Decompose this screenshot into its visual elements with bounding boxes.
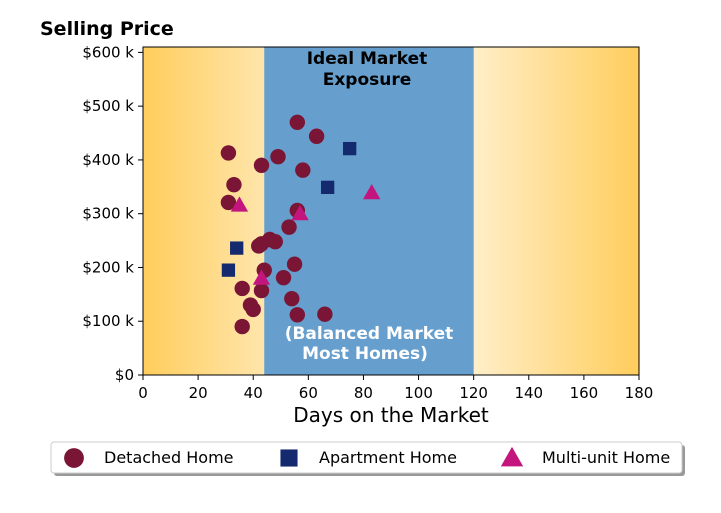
detached-home-point [289,307,306,323]
x-axis: 0 20 40 60 80 100 120 140 160 180 [138,375,653,402]
detached-home-point [253,157,270,173]
plot-frame [142,46,640,376]
detached-home-point [226,176,242,193]
y-tick-label: $200 k [82,258,134,276]
legend-apartment-home-label: Apartment Home [319,448,457,467]
x-tick-label: 20 [189,384,208,402]
band-title-line-1: Ideal Market [307,49,428,69]
detached-home-point [220,145,237,161]
band-subtitle-line-2: Most Homes) [302,344,428,364]
legend-multi-unit-home-label: Multi-unit Home [542,448,670,467]
detached-home-point [234,318,250,335]
detached-home-point [270,148,286,165]
y-tick-label: $600 k [82,43,134,61]
detached-home-point [308,128,325,144]
multi-unit-home-point [252,269,271,285]
y-tick-label: $100 k [82,312,134,330]
y-tick-label: $500 k [82,97,134,115]
chart-title: Selling Price [40,18,174,40]
y-tick-label: $400 k [82,151,134,169]
detached-home-point [253,282,270,299]
x-tick-label: 60 [299,384,318,402]
x-tick-label: 40 [244,384,263,402]
detached-home-point [286,256,303,272]
legend-apartment-home-marker [280,449,298,467]
detached-home-point [245,301,261,318]
detached-home-point [251,238,267,254]
x-tick-label: 160 [570,384,599,402]
detached-home-point [234,280,250,297]
x-tick-label: 100 [404,384,433,402]
detached-home-point [284,290,300,307]
x-tick-label: 180 [625,384,654,402]
y-tick-label: $0 [115,366,134,384]
legend-detached-home-label: Detached Home [104,448,234,467]
detached-home-point [289,114,306,130]
detached-home-point [281,219,297,235]
legend-detached-home-marker [64,448,84,468]
y-axis: $0 $100 k $200 k $300 k $400 k $500 k $600 k [82,43,143,384]
band-subtitle-line-1: (Balanced Market [285,324,454,344]
x-tick-label: 0 [138,384,148,402]
detached-home-point [317,306,333,322]
multi-unit-home-point [291,205,309,221]
apartment-home-point [221,263,236,277]
detached-home-point [275,269,292,286]
x-tick-label: 120 [459,384,488,402]
multi-unit-home-point [363,184,381,200]
multi-unit-home-point [230,196,249,212]
legend-multi-unit-home-marker [500,446,524,467]
legend: Detached Home Apartment Home Multi-unit Ho… [50,441,685,476]
apartment-home-point [320,180,335,194]
data-points [220,114,381,335]
x-tick-label: 140 [514,384,543,402]
legend-box [50,441,683,474]
band-title-line-2: Exposure [323,70,412,90]
x-axis-label: Days on the Market [293,403,489,427]
detached-home-point [220,194,237,211]
apartment-home-point [343,141,357,156]
detached-home-point [267,233,283,250]
detached-home-point [295,162,311,178]
y-tick-label: $300 k [82,205,134,223]
apartment-home-point [230,241,244,255]
x-tick-label: 80 [354,384,373,402]
